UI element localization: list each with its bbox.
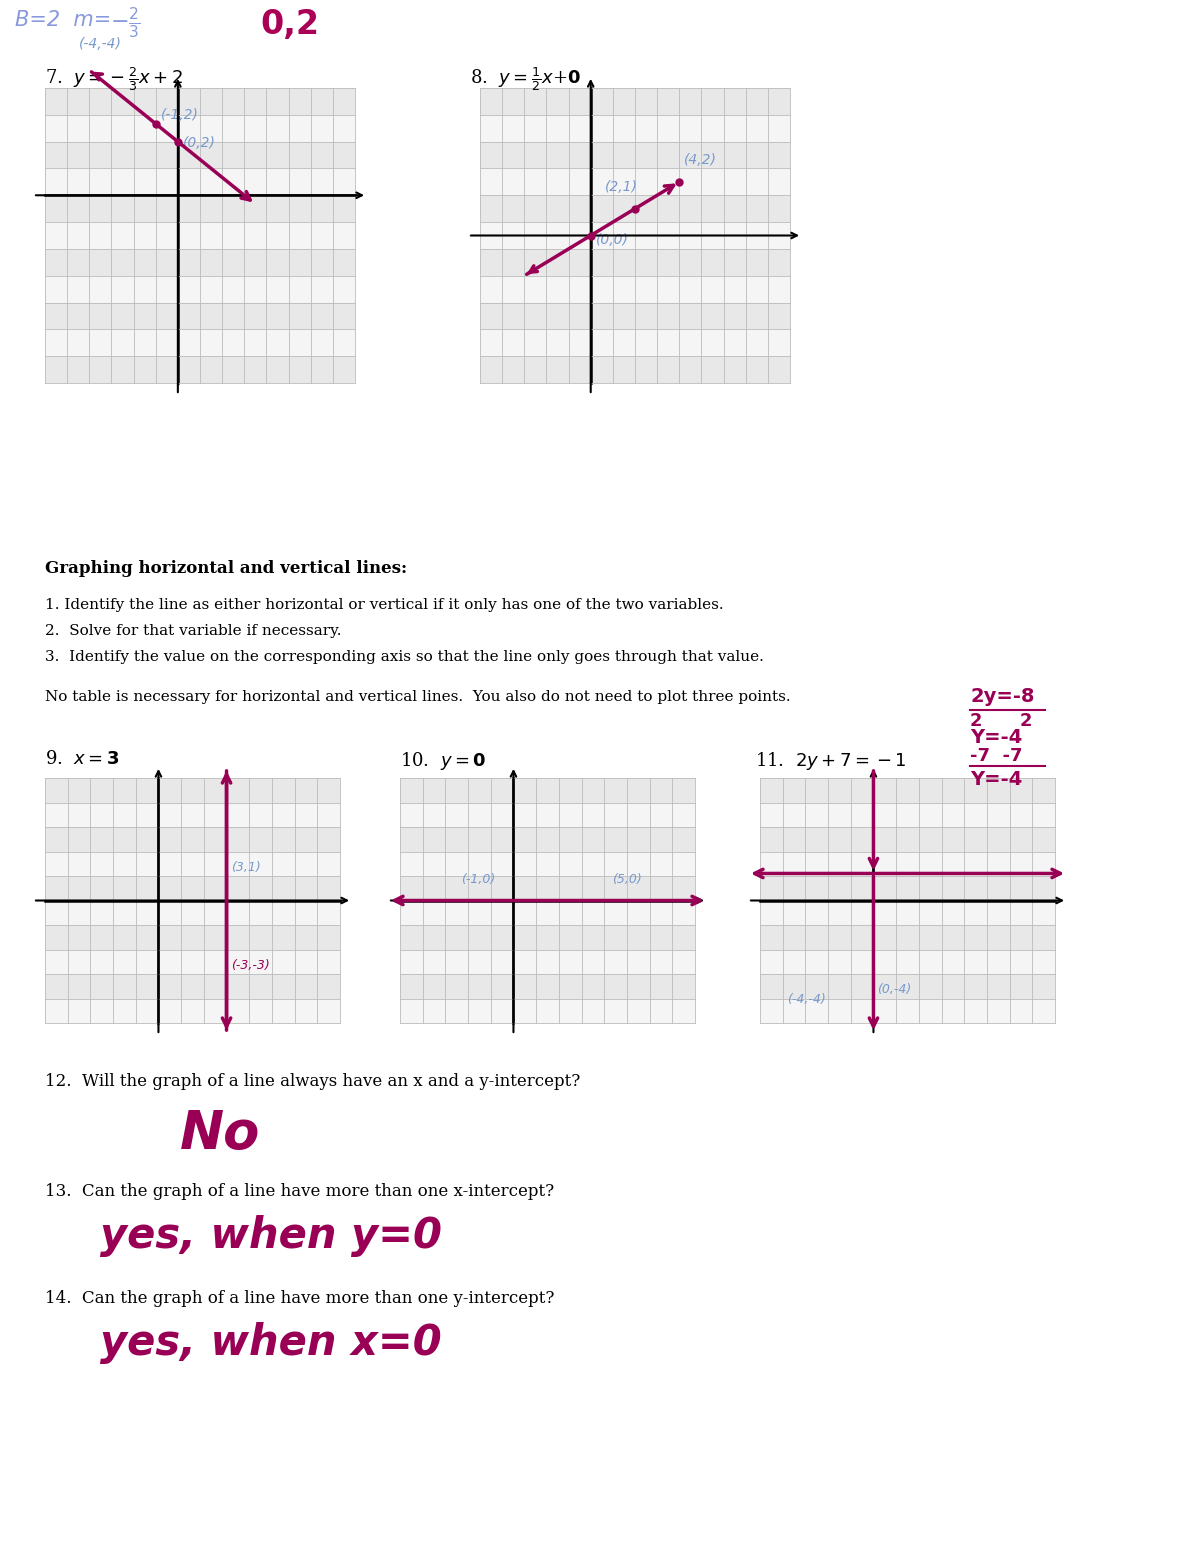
Bar (46, 803, 340, 828)
Text: (-1,2): (-1,2) (161, 107, 198, 121)
Bar (480, 329, 790, 356)
Bar (46, 276, 355, 303)
Bar (480, 168, 790, 196)
Text: 9.  $x = \mathbf{3}$: 9. $x = \mathbf{3}$ (46, 750, 120, 769)
Text: No table is necessary for horizontal and vertical lines.  You also do not need t: No table is necessary for horizontal and… (46, 690, 791, 704)
Bar (400, 778, 695, 803)
Text: (0,2): (0,2) (182, 135, 216, 149)
Bar (760, 876, 1055, 901)
Text: 10.  $y = \mathbf{0}$: 10. $y = \mathbf{0}$ (400, 750, 486, 772)
Bar (400, 803, 695, 828)
Text: -7  -7: -7 -7 (970, 747, 1022, 766)
Bar (480, 356, 790, 384)
Text: 2      2: 2 2 (970, 711, 1032, 730)
Bar (760, 974, 1055, 999)
Text: (2,1): (2,1) (605, 180, 638, 194)
Text: $-\frac{2}{3}$: $-\frac{2}{3}$ (110, 5, 140, 40)
Bar (46, 778, 340, 803)
Text: (0,-4): (0,-4) (877, 983, 912, 997)
Bar (46, 141, 355, 168)
Bar (760, 851, 1055, 876)
Bar (46, 876, 340, 901)
Text: (-1,0): (-1,0) (461, 873, 496, 885)
Text: (5,0): (5,0) (612, 873, 642, 885)
Bar (480, 115, 790, 141)
Bar (46, 974, 340, 999)
Bar (400, 999, 695, 1023)
Text: (-4,-4): (-4,-4) (787, 994, 826, 1006)
Text: 1. Identify the line as either horizontal or vertical if it only has one of the : 1. Identify the line as either horizonta… (46, 598, 724, 612)
Text: 0,2: 0,2 (260, 8, 319, 40)
Text: (-4,-4): (-4,-4) (79, 37, 122, 51)
Bar (46, 248, 355, 276)
Text: Y=-4: Y=-4 (970, 770, 1022, 789)
Text: (-3,-3): (-3,-3) (230, 960, 269, 972)
Bar (46, 356, 355, 384)
Bar (480, 141, 790, 168)
Bar (760, 949, 1055, 974)
Bar (480, 196, 790, 222)
Bar (400, 926, 695, 949)
Bar (46, 999, 340, 1023)
Bar (760, 926, 1055, 949)
Text: 2y=-8: 2y=-8 (970, 686, 1034, 707)
Bar (480, 89, 790, 115)
Bar (760, 803, 1055, 828)
Bar (760, 999, 1055, 1023)
Text: 3.  Identify the value on the corresponding axis so that the line only goes thro: 3. Identify the value on the correspondi… (46, 651, 764, 665)
Text: 7.  $y = -\frac{2}{3}x + 2$: 7. $y = -\frac{2}{3}x + 2$ (46, 65, 184, 93)
Bar (46, 222, 355, 248)
Bar (760, 778, 1055, 803)
Bar (46, 196, 355, 222)
Text: yes, when y=0: yes, when y=0 (100, 1214, 442, 1256)
Bar (46, 303, 355, 329)
Text: B=2  m=: B=2 m= (14, 9, 112, 30)
Text: No: No (180, 1107, 260, 1160)
Text: Y=-4: Y=-4 (970, 728, 1022, 747)
Bar (46, 115, 355, 141)
Text: yes, when x=0: yes, when x=0 (100, 1322, 442, 1364)
Bar (760, 901, 1055, 926)
Bar (46, 926, 340, 949)
Text: 14.  Can the graph of a line have more than one y-intercept?: 14. Can the graph of a line have more th… (46, 1291, 554, 1308)
Text: 13.  Can the graph of a line have more than one x-intercept?: 13. Can the graph of a line have more th… (46, 1183, 554, 1200)
Bar (46, 851, 340, 876)
Bar (480, 276, 790, 303)
Text: (4,2): (4,2) (684, 152, 718, 166)
Text: (3,1): (3,1) (230, 860, 260, 874)
Text: (0,0): (0,0) (595, 233, 629, 247)
Bar (46, 901, 340, 926)
Bar (400, 901, 695, 926)
Text: 2.  Solve for that variable if necessary.: 2. Solve for that variable if necessary. (46, 624, 342, 638)
Bar (46, 949, 340, 974)
Bar (400, 828, 695, 851)
Text: 11.  $2y + 7 = -1$: 11. $2y + 7 = -1$ (755, 750, 907, 772)
Bar (46, 828, 340, 851)
Bar (480, 222, 790, 248)
Text: 8.  $y = \frac{1}{2}x$+$\mathbf{0}$: 8. $y = \frac{1}{2}x$+$\mathbf{0}$ (470, 65, 581, 93)
Bar (400, 949, 695, 974)
Bar (46, 168, 355, 196)
Bar (480, 303, 790, 329)
Bar (400, 974, 695, 999)
Bar (400, 851, 695, 876)
Bar (760, 828, 1055, 851)
Bar (480, 248, 790, 276)
Bar (46, 329, 355, 356)
Text: 12.  Will the graph of a line always have an x and a y-intercept?: 12. Will the graph of a line always have… (46, 1073, 581, 1090)
Bar (46, 89, 355, 115)
Bar (400, 876, 695, 901)
Text: Graphing horizontal and vertical lines:: Graphing horizontal and vertical lines: (46, 561, 407, 578)
